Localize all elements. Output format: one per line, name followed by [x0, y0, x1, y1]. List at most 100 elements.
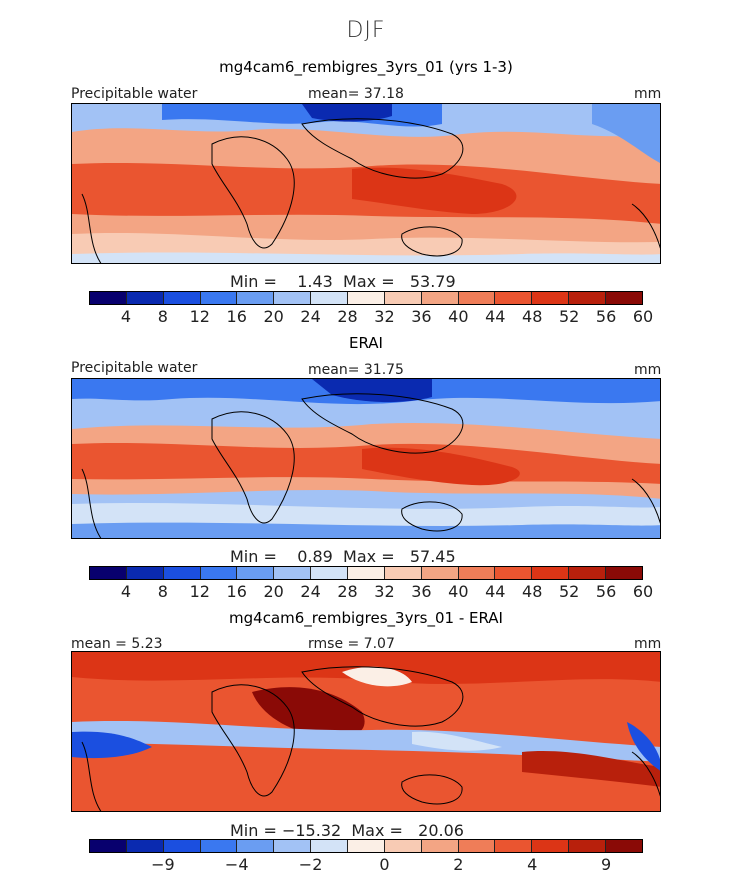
colorbar-swatch: [495, 567, 533, 579]
colorbar-swatch: [384, 292, 422, 304]
panel-1-title: mg4cam6_rembigres_3yrs_01 (yrs 1-3): [219, 58, 513, 76]
colorbar-tick-label: 9: [600, 855, 612, 874]
panel-1-variable-label: Precipitable water: [71, 86, 198, 102]
colorbar-swatch: [163, 567, 201, 579]
colorbar-tick-label: 40: [448, 307, 469, 326]
panel-2-units-label: mm: [634, 362, 662, 378]
colorbar-swatch: [606, 292, 642, 304]
colorbar-swatch: [421, 840, 459, 852]
colorbar-swatch: [274, 292, 312, 304]
colorbar-swatch: [237, 567, 275, 579]
panel-2-minmax: Min = 0.89 Max = 57.45: [230, 547, 456, 566]
colorbar-swatch: [532, 840, 570, 852]
colorbar-tick-label: 60: [632, 582, 654, 601]
colorbar-tick-label: 32: [374, 307, 395, 326]
colorbar-swatch: [348, 567, 385, 579]
colorbar-swatch: [569, 292, 607, 304]
panel-2-title: ERAI: [349, 334, 383, 352]
panel-1-units-label: mm: [634, 86, 662, 102]
colorbar-swatch: [163, 292, 201, 304]
panel-1-colorbar: [89, 291, 643, 305]
panel-3-mean-label: mean = 5.23: [71, 636, 163, 652]
panel-1-map-field: [72, 104, 660, 263]
colorbar-tick-label: 60: [632, 307, 654, 326]
colorbar-tick-label: −2: [298, 855, 323, 874]
panel-3-minmax: Min = −15.32 Max = 20.06: [230, 821, 464, 840]
colorbar-swatch: [458, 840, 496, 852]
colorbar-swatch: [237, 292, 275, 304]
colorbar-swatch: [458, 292, 496, 304]
panel-2-mean-label: mean= 31.75: [308, 362, 404, 378]
colorbar-tick-label: 56: [595, 582, 617, 601]
colorbar-tick-label: 8: [157, 582, 168, 601]
colorbar-tick-label: 40: [448, 582, 469, 601]
colorbar-tick-label: 44: [485, 582, 506, 601]
colorbar-swatch: [200, 567, 238, 579]
panel-2-colorbar: [89, 566, 643, 580]
panel-1-minmax: Min = 1.43 Max = 53.79: [230, 272, 456, 291]
colorbar-tick-label: 4: [120, 307, 132, 326]
colorbar-tick-label: 28: [337, 582, 358, 601]
figure-title: DJF: [346, 18, 386, 43]
colorbar-swatch: [200, 840, 238, 852]
colorbar-swatch: [532, 292, 570, 304]
colorbar-tick-label: 24: [300, 582, 321, 601]
colorbar-swatch: [532, 567, 570, 579]
panel-3-map-field: [72, 652, 660, 811]
colorbar-tick-label: 16: [226, 307, 247, 326]
colorbar-swatch: [569, 840, 607, 852]
panel-2-map: [71, 378, 661, 539]
colorbar-tick-label: 36: [411, 307, 432, 326]
colorbar-tick-label: 52: [558, 307, 580, 326]
colorbar-swatch: [495, 292, 533, 304]
panel-2-variable-label: Precipitable water: [71, 360, 198, 376]
colorbar-swatch: [311, 567, 349, 579]
colorbar-tick-label: 48: [522, 307, 543, 326]
colorbar-tick-label: 2: [453, 855, 464, 874]
colorbar-tick-label: 0: [379, 855, 390, 874]
colorbar-tick-label: 16: [226, 582, 247, 601]
colorbar-swatch: [126, 292, 164, 304]
colorbar-swatch: [126, 840, 164, 852]
colorbar-swatch: [458, 567, 496, 579]
panel-1-mean-label: mean= 37.18: [308, 86, 404, 102]
colorbar-tick-label: 48: [522, 582, 543, 601]
colorbar-swatch: [200, 292, 238, 304]
colorbar-tick-label: 4: [120, 582, 132, 601]
colorbar-tick-label: 24: [300, 307, 321, 326]
colorbar-swatch: [348, 292, 385, 304]
colorbar-swatch: [606, 567, 642, 579]
colorbar-tick-label: 12: [189, 307, 210, 326]
colorbar-swatch: [311, 292, 349, 304]
colorbar-tick-label: 4: [527, 855, 538, 874]
colorbar-swatch: [237, 840, 275, 852]
colorbar-swatch: [274, 567, 312, 579]
colorbar-swatch: [90, 292, 127, 304]
colorbar-swatch: [384, 840, 422, 852]
colorbar-swatch: [606, 840, 642, 852]
colorbar-tick-label: 44: [485, 307, 506, 326]
panel-3-title: mg4cam6_rembigres_3yrs_01 - ERAI: [229, 609, 503, 627]
colorbar-tick-label: −4: [224, 855, 249, 874]
panel-1-map: [71, 103, 661, 264]
colorbar-swatch: [90, 840, 127, 852]
panel-3-map: [71, 651, 661, 812]
panel-3-colorbar-ticks: −9 −4 −2 0 2 4 9: [89, 855, 643, 874]
colorbar-tick-label: 52: [558, 582, 580, 601]
colorbar-swatch: [384, 567, 422, 579]
colorbar-tick-label: 32: [374, 582, 395, 601]
panel-2-colorbar-ticks: 4 8 12 16 20 24 28 32 36 40 44 48 52 56 60: [89, 582, 653, 601]
panel-3-colorbar: [89, 839, 643, 853]
colorbar-tick-label: 36: [411, 582, 432, 601]
colorbar-tick-label: 20: [263, 582, 284, 601]
colorbar-swatch: [163, 840, 201, 852]
colorbar-swatch: [311, 840, 349, 852]
colorbar-swatch: [495, 840, 533, 852]
colorbar-tick-label: −9: [151, 855, 175, 874]
panel-3-rmse-label: rmse = 7.07: [308, 636, 395, 652]
colorbar-swatch: [274, 840, 312, 852]
panel-1-colorbar-ticks: 4 8 12 16 20 24 28 32 36 40 44 48 52 56 60: [89, 307, 653, 326]
colorbar-swatch: [421, 292, 459, 304]
colorbar-swatch: [421, 567, 459, 579]
panel-2-map-field: [72, 379, 660, 538]
